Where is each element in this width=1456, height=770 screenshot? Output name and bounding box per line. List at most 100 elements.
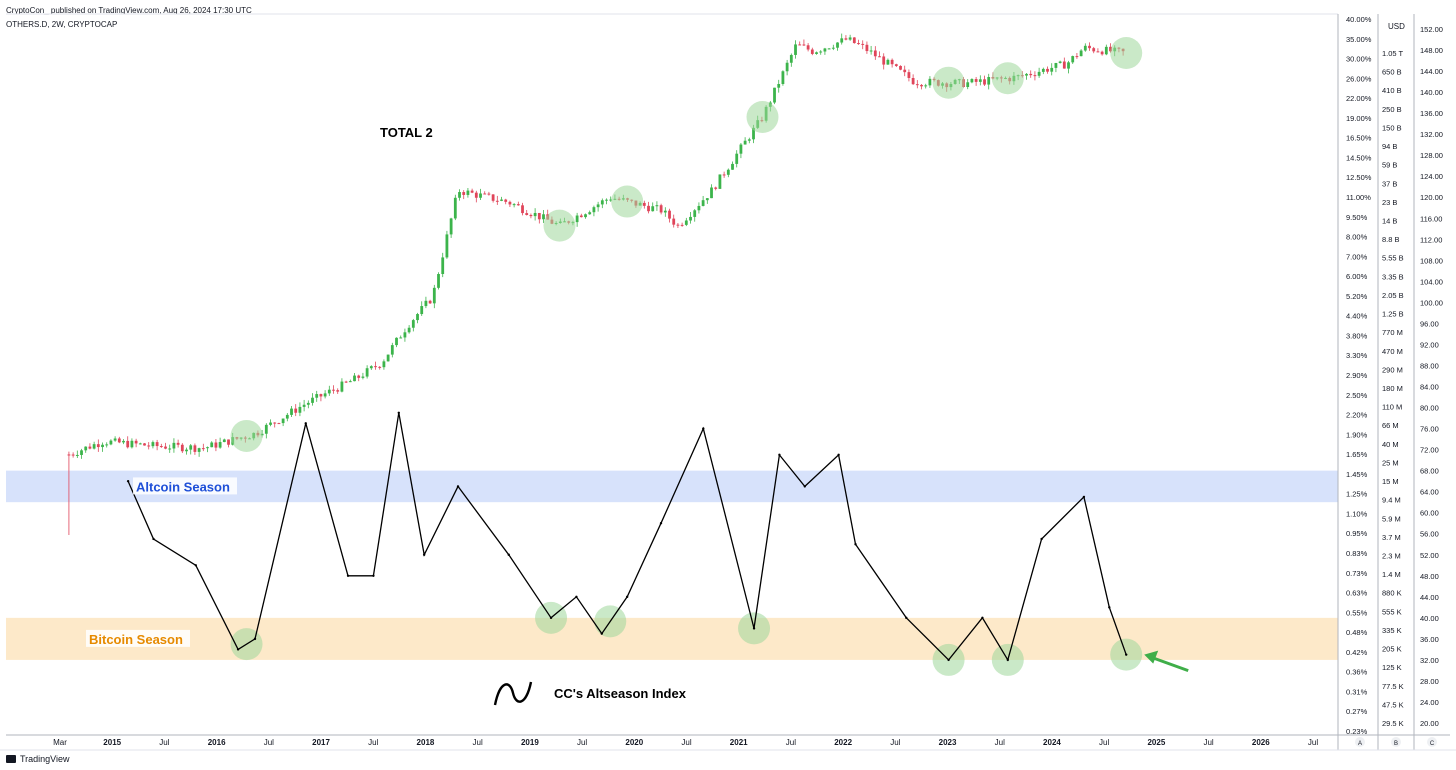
candle-body — [819, 51, 823, 53]
candle-body — [332, 389, 335, 391]
candle-body — [1104, 46, 1108, 55]
candle-body — [609, 199, 613, 201]
usd-scale-tick: 59 B — [1382, 161, 1397, 170]
x-axis-tick: Jul — [368, 738, 378, 747]
candle-body — [479, 193, 482, 198]
band-label: Altcoin Season — [136, 479, 230, 494]
left-scale-tick: 0.63% — [1346, 589, 1368, 598]
index-scale-tick: 28.00 — [1420, 677, 1439, 686]
candle-body — [80, 450, 83, 455]
index-scale-tick: 128.00 — [1420, 151, 1443, 160]
candle-body — [815, 52, 818, 54]
candle-body — [285, 414, 289, 419]
candle-body — [970, 79, 974, 83]
candle-body — [869, 50, 873, 52]
tradingview-logo: TradingView — [6, 754, 70, 764]
index-point — [126, 479, 130, 483]
x-axis-tick: Jul — [786, 738, 796, 747]
x-axis-tick: 2016 — [208, 738, 226, 747]
scale-toggle-button[interactable] — [1427, 737, 1437, 747]
usd-scale-tick: 205 K — [1382, 645, 1402, 654]
left-scale-tick: 4.40% — [1346, 312, 1368, 321]
candle-body — [857, 43, 860, 45]
index-point — [837, 453, 840, 457]
candle-body — [827, 48, 831, 50]
x-axis-tick: Jul — [1308, 738, 1318, 747]
usd-scale-tick: 125 K — [1382, 663, 1402, 672]
candle-body — [978, 79, 982, 82]
left-scale-tick: 12.50% — [1346, 173, 1372, 182]
x-axis-tick: 2015 — [103, 738, 121, 747]
candle-body — [269, 422, 272, 425]
left-scale-tick: 2.50% — [1346, 391, 1368, 400]
index-point — [575, 595, 578, 599]
candle-body — [197, 448, 201, 452]
index-scale-tick: 100.00 — [1420, 298, 1443, 307]
index-scale-tick: 20.00 — [1420, 719, 1439, 728]
usd-scale-tick: 3.7 M — [1382, 533, 1401, 542]
candle-body — [420, 306, 424, 315]
candle-body — [374, 366, 377, 368]
candle-body — [1046, 68, 1049, 72]
candle-body — [1050, 67, 1054, 72]
candle-body — [500, 199, 503, 201]
index-scale-tick: 84.00 — [1420, 383, 1439, 392]
candle-body — [731, 163, 734, 170]
index-scale-tick: 148.00 — [1420, 46, 1443, 55]
candle-body — [315, 394, 319, 398]
index-scale-tick: 92.00 — [1420, 340, 1439, 349]
candle-body — [810, 49, 814, 54]
candle-body — [92, 444, 96, 449]
left-scale-tick: 1.65% — [1346, 450, 1368, 459]
candle-body — [1083, 45, 1087, 51]
left-scale-tick: 1.45% — [1346, 470, 1368, 479]
left-scale-tick: 3.80% — [1346, 331, 1368, 340]
left-scale-tick: 9.50% — [1346, 213, 1368, 222]
tradingview-mark-icon — [6, 755, 16, 763]
candle-body — [1058, 61, 1062, 64]
candle-body — [189, 445, 193, 450]
index-scale-tick: 68.00 — [1420, 467, 1439, 476]
left-scale-tick: 0.73% — [1346, 569, 1368, 578]
usd-scale-tick: 770 M — [1382, 328, 1403, 337]
scale-toggle-button[interactable] — [1391, 737, 1401, 747]
candle-body — [495, 200, 499, 202]
candle-body — [966, 82, 970, 88]
total2-label: TOTAL 2 — [380, 125, 433, 140]
index-scale-tick: 144.00 — [1420, 67, 1443, 76]
candle-body — [974, 79, 978, 82]
candle-body — [378, 366, 382, 368]
left-scale-tick: 11.00% — [1346, 193, 1371, 202]
usd-scale-tick: 2.3 M — [1382, 552, 1401, 561]
index-point — [778, 453, 781, 457]
candle-body — [424, 300, 428, 307]
usd-scale-tick: 880 K — [1382, 589, 1402, 598]
candle-body — [445, 234, 449, 258]
candle-body — [340, 381, 344, 392]
usd-scale-tick: 23 B — [1382, 198, 1397, 207]
index-point — [1006, 658, 1009, 662]
candle-body — [357, 375, 361, 378]
candle-body — [798, 44, 802, 46]
symbol-line[interactable]: OTHERS.D, 2W, CRYPTOCAP — [6, 20, 118, 29]
usd-scale-tick: 94 B — [1382, 142, 1397, 151]
candle-body — [411, 320, 415, 328]
index-point — [659, 522, 663, 525]
left-scale-tick: 1.25% — [1346, 490, 1368, 499]
pointer-arrow-icon — [1144, 650, 1189, 673]
usd-scale-tick: 150 B — [1382, 123, 1402, 132]
candle-body — [281, 418, 285, 424]
publisher-line: CryptoCon_ published on TradingView.com,… — [6, 6, 252, 15]
candle-body — [848, 37, 852, 40]
candle-body — [172, 442, 176, 449]
candle-body — [920, 84, 923, 87]
candle-body — [743, 140, 747, 145]
candle-body — [101, 444, 104, 448]
usd-scale-tick: 66 M — [1382, 421, 1399, 430]
x-axis-tick: Jul — [264, 738, 274, 747]
usd-scale-tick: 8.8 B — [1382, 235, 1400, 244]
candle-body — [1100, 51, 1104, 55]
x-axis-tick: 2020 — [625, 738, 643, 747]
scale-toggle-button[interactable] — [1355, 737, 1365, 747]
